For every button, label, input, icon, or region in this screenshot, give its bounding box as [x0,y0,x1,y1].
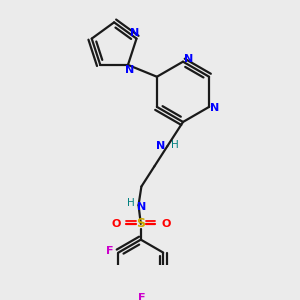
Text: N: N [210,103,219,113]
Text: N: N [156,141,166,152]
Text: F: F [106,246,114,256]
Text: H: H [127,198,134,208]
Text: N: N [125,65,134,75]
Text: S: S [136,218,145,230]
Text: F: F [138,292,146,300]
Text: O: O [161,219,170,229]
Text: N: N [130,28,140,38]
Text: O: O [111,219,121,229]
Text: N: N [184,54,193,64]
Text: N: N [137,202,146,212]
Text: H: H [170,140,178,150]
